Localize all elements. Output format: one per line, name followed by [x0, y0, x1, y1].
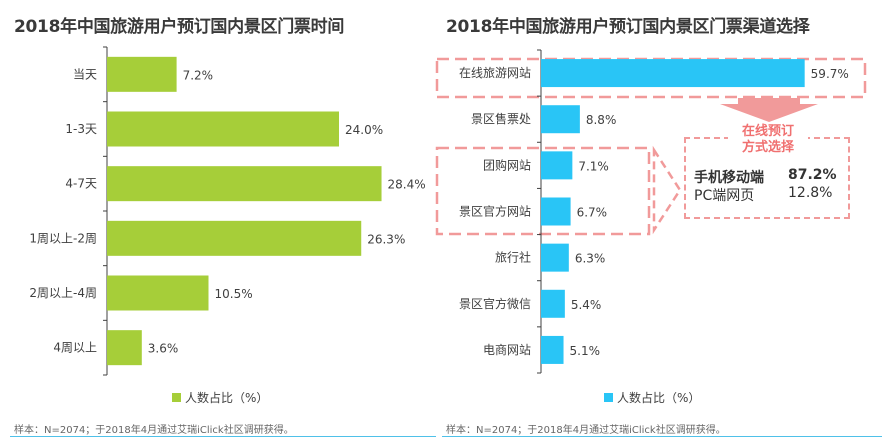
- bar-1-5: [541, 289, 565, 318]
- data-label: 7.1%: [578, 159, 609, 173]
- bar-0-4: [107, 275, 209, 311]
- bar-1-2: [541, 151, 573, 180]
- category-label: 景区官方网站: [459, 204, 531, 219]
- callout-title: 在线预订 方式选择: [728, 124, 808, 156]
- bar-1-3: [541, 197, 571, 226]
- right-chart-title: 2018年中国旅游用户预订国内景区门票渠道选择: [446, 17, 810, 37]
- data-label: 28.4%: [388, 178, 426, 192]
- data-label: 6.3%: [575, 252, 606, 266]
- category-label: 旅行社: [495, 250, 531, 265]
- data-label: 10.5%: [215, 287, 253, 301]
- bar-1-0: [541, 59, 805, 88]
- bar-0-2: [107, 166, 382, 202]
- online-booking-callout: [684, 137, 850, 219]
- left-footer-divider: [10, 436, 436, 437]
- callout-title-line1: 在线预订: [741, 124, 794, 139]
- callout-row-label: PC端网页: [694, 188, 755, 204]
- category-label: 电商网站: [483, 342, 531, 357]
- category-label: 1-3天: [65, 122, 97, 136]
- callout-row-value: 12.8%: [788, 185, 833, 201]
- data-label: 5.4%: [571, 298, 602, 312]
- category-label: 当天: [73, 67, 97, 81]
- callout-row-label: 手机移动端: [694, 170, 764, 186]
- left-legend-label: 人数占比（%）: [185, 391, 269, 405]
- data-label: 5.1%: [570, 344, 601, 358]
- right-legend: 人数占比（%）: [604, 389, 700, 406]
- data-label: 6.7%: [577, 206, 608, 220]
- category-label: 2周以上-4周: [29, 286, 97, 300]
- callout-row-value: 87.2%: [788, 167, 837, 183]
- category-label: 景区官方微信: [459, 296, 531, 311]
- category-label: 1周以上-2周: [29, 231, 97, 245]
- bar-1-6: [541, 335, 564, 364]
- data-label: 24.0%: [345, 123, 383, 137]
- data-label: 7.2%: [183, 68, 214, 82]
- bar-0-5: [107, 330, 142, 366]
- bar-1-1: [541, 105, 580, 134]
- right-legend-swatch: [604, 393, 613, 402]
- bar-1-4: [541, 243, 569, 272]
- data-label: 26.3%: [367, 232, 405, 246]
- callout-row-pc: PC端网页 12.8%: [694, 185, 832, 205]
- bar-0-0: [107, 56, 177, 92]
- data-label: 59.7%: [811, 67, 849, 81]
- bar-0-1: [107, 111, 339, 147]
- category-label: 景区售票处: [471, 111, 531, 126]
- left-sample-note: 样本：N=2074；于2018年4月通过艾瑞iClick社区调研获得。: [14, 425, 294, 436]
- right-arrow-shape: [652, 145, 682, 235]
- left-chart-title: 2018年中国旅游用户预订国内景区门票时间: [14, 17, 345, 37]
- down-arrow-shape: [720, 98, 818, 122]
- left-legend: 人数占比（%）: [172, 389, 268, 406]
- category-label: 4-7天: [65, 177, 97, 191]
- highlight-box-group-official: [435, 146, 651, 236]
- data-label: 8.8%: [586, 113, 617, 127]
- callout-row-mobile: 手机移动端 87.2%: [694, 167, 837, 187]
- category-label: 在线旅游网站: [459, 66, 531, 80]
- left-legend-swatch: [172, 393, 181, 402]
- bar-0-3: [107, 220, 362, 256]
- category-label: 团购网站: [483, 157, 531, 172]
- right-legend-label: 人数占比（%）: [617, 391, 701, 405]
- category-label: 4周以上: [53, 341, 97, 355]
- right-sample-note: 样本：N=2074；于2018年4月通过艾瑞iClick社区调研获得。: [446, 425, 726, 436]
- data-label: 3.6%: [148, 342, 179, 356]
- callout-title-line2: 方式选择: [741, 140, 794, 155]
- right-footer-divider: [442, 436, 882, 437]
